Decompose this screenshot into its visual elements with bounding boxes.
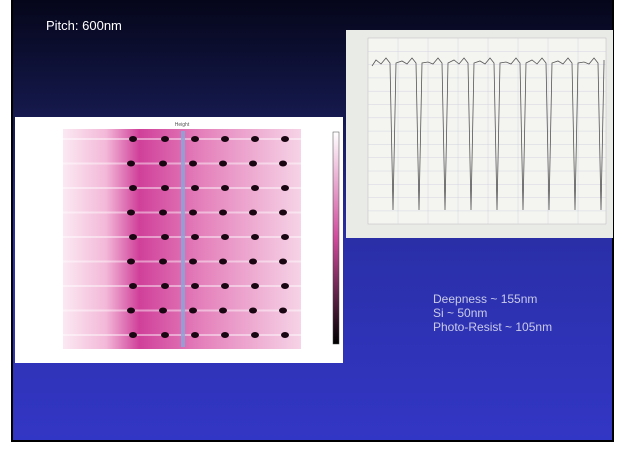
hole: [219, 259, 227, 265]
hole: [249, 259, 257, 265]
hole: [221, 136, 229, 142]
hole: [251, 136, 259, 142]
hole: [279, 308, 287, 314]
hole: [219, 210, 227, 216]
hole: [159, 161, 167, 167]
hole: [279, 210, 287, 216]
hole: [129, 283, 137, 289]
hole: [189, 161, 197, 167]
hole: [191, 185, 199, 191]
note: Si ~ 50nm: [433, 306, 552, 320]
hole: [161, 136, 169, 142]
hole: [159, 259, 167, 265]
hole: [221, 332, 229, 338]
hole: [191, 136, 199, 142]
note: Photo-Resist ~ 105nm: [433, 320, 552, 334]
afm-image: Height: [15, 117, 343, 363]
hole: [159, 308, 167, 314]
page: Pitch: 600nm Height Deepness ~ 155nm: [0, 0, 625, 450]
hole: [281, 185, 289, 191]
hole: [249, 210, 257, 216]
slide-title: Pitch: 600nm: [46, 18, 122, 33]
profile-plot: [346, 30, 613, 238]
hole: [281, 234, 289, 240]
hole: [249, 308, 257, 314]
hole: [161, 234, 169, 240]
hole: [189, 308, 197, 314]
hole: [191, 332, 199, 338]
hole: [221, 283, 229, 289]
hole: [129, 136, 137, 142]
hole: [161, 332, 169, 338]
hole: [249, 161, 257, 167]
hole: [219, 161, 227, 167]
hole: [127, 161, 135, 167]
hole: [189, 210, 197, 216]
hole: [279, 161, 287, 167]
hole: [251, 283, 259, 289]
note: Deepness ~ 155nm: [433, 292, 552, 306]
hole: [127, 259, 135, 265]
hole: [279, 259, 287, 265]
hole: [281, 136, 289, 142]
hole: [281, 283, 289, 289]
hole: [127, 308, 135, 314]
hole: [129, 332, 137, 338]
hole: [251, 185, 259, 191]
hole: [159, 210, 167, 216]
svg-text:Height: Height: [175, 122, 190, 128]
hole: [127, 210, 135, 216]
hole: [251, 332, 259, 338]
hole: [129, 185, 137, 191]
notes: Deepness ~ 155nm Si ~ 50nm Photo-Resist …: [433, 292, 552, 334]
hole: [221, 185, 229, 191]
hole: [281, 332, 289, 338]
hole: [221, 234, 229, 240]
slide: Pitch: 600nm Height Deepness ~ 155nm: [11, 0, 614, 442]
hole: [189, 259, 197, 265]
hole: [161, 283, 169, 289]
hole: [251, 234, 259, 240]
hole: [191, 283, 199, 289]
hole: [129, 234, 137, 240]
hole: [191, 234, 199, 240]
hole: [219, 308, 227, 314]
hole: [161, 185, 169, 191]
